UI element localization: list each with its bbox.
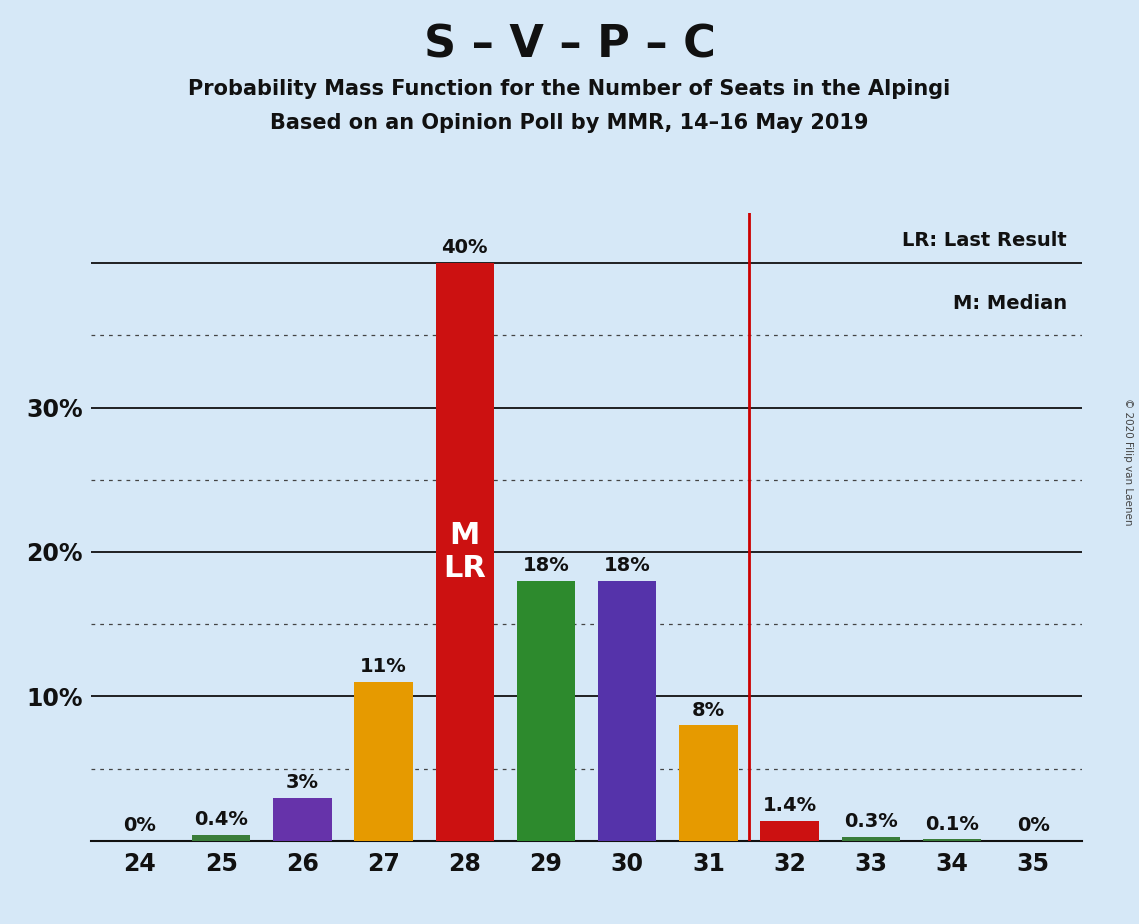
Bar: [679, 725, 738, 841]
Text: 0.3%: 0.3%: [844, 811, 898, 831]
Text: 0.4%: 0.4%: [194, 810, 248, 829]
Text: M
LR: M LR: [443, 520, 486, 583]
Bar: [761, 821, 819, 841]
Text: 0%: 0%: [123, 816, 156, 835]
Text: Based on an Opinion Poll by MMR, 14–16 May 2019: Based on an Opinion Poll by MMR, 14–16 M…: [270, 113, 869, 133]
Text: 1.4%: 1.4%: [763, 796, 817, 815]
Text: 3%: 3%: [286, 772, 319, 792]
Bar: [923, 839, 982, 841]
Text: Probability Mass Function for the Number of Seats in the Alpingi: Probability Mass Function for the Number…: [188, 79, 951, 99]
Bar: [354, 682, 412, 841]
Text: LR: Last Result: LR: Last Result: [902, 231, 1067, 250]
Text: 18%: 18%: [604, 556, 650, 575]
Text: 0.1%: 0.1%: [925, 815, 980, 833]
Bar: [517, 581, 575, 841]
Bar: [598, 581, 656, 841]
Text: © 2020 Filip van Laenen: © 2020 Filip van Laenen: [1123, 398, 1133, 526]
Bar: [273, 797, 331, 841]
Text: 11%: 11%: [360, 657, 407, 676]
Bar: [435, 263, 494, 841]
Bar: [842, 836, 900, 841]
Text: 8%: 8%: [691, 700, 726, 720]
Text: M: Median: M: Median: [953, 294, 1067, 313]
Text: 0%: 0%: [1017, 816, 1050, 835]
Text: 18%: 18%: [523, 556, 570, 575]
Text: 40%: 40%: [442, 238, 487, 257]
Bar: [191, 835, 251, 841]
Text: S – V – P – C: S – V – P – C: [424, 23, 715, 67]
